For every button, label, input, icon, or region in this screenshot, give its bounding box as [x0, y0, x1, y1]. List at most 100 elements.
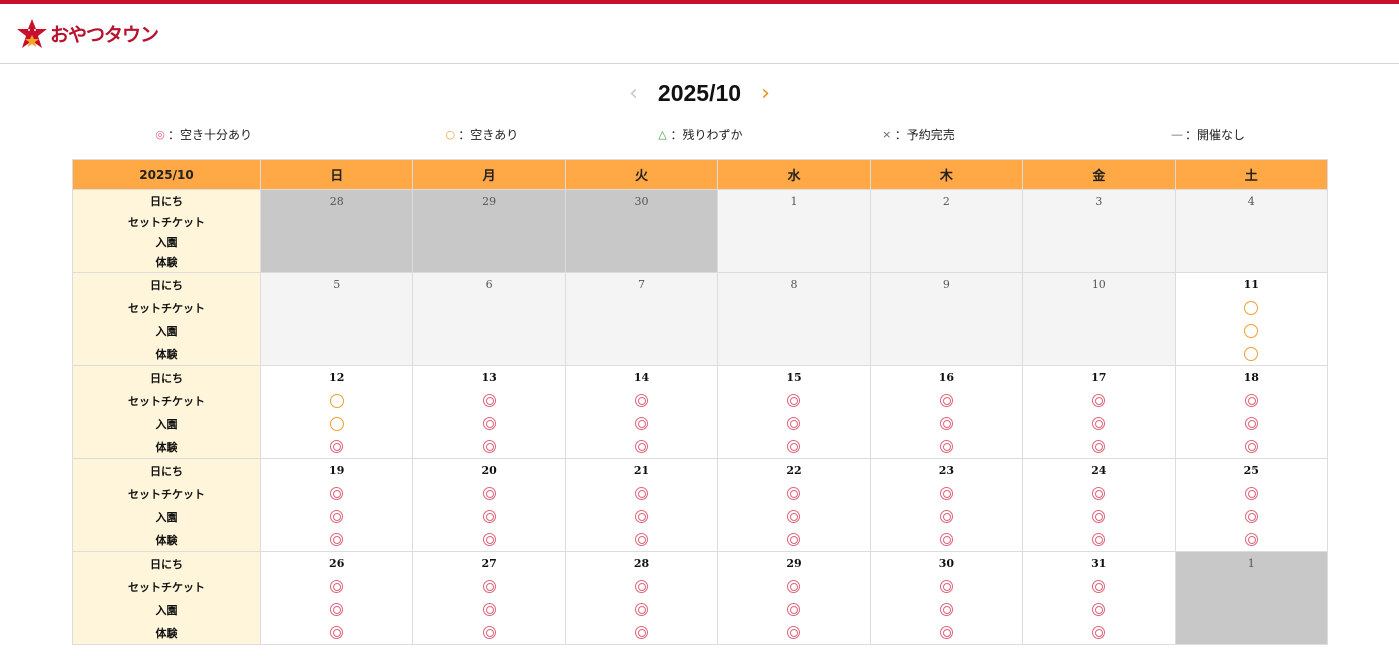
double-circle-icon[interactable] [482, 533, 496, 546]
double-circle-icon[interactable] [1092, 626, 1106, 639]
availability-slot [718, 296, 869, 319]
double-circle-icon[interactable] [1244, 394, 1258, 407]
day-cell[interactable]: 21 [564, 458, 719, 552]
day-number: 1 [790, 194, 798, 208]
double-circle-icon[interactable] [787, 510, 801, 523]
double-circle-icon[interactable] [330, 487, 344, 500]
double-circle-icon[interactable] [1244, 440, 1258, 453]
day-cell[interactable]: 23 [869, 458, 1024, 552]
double-circle-icon[interactable] [330, 603, 344, 616]
double-circle-icon[interactable] [787, 603, 801, 616]
double-circle-icon[interactable] [787, 626, 801, 639]
double-circle-icon[interactable] [939, 487, 953, 500]
day-cell[interactable]: 22 [717, 458, 871, 552]
day-cell[interactable]: 26 [259, 551, 414, 645]
double-circle-icon[interactable] [1092, 533, 1106, 546]
site-header: おやつタウン [0, 4, 1399, 64]
double-circle-icon[interactable] [1244, 533, 1258, 546]
double-circle-icon[interactable] [787, 417, 801, 430]
availability-slot [413, 505, 564, 528]
availability-slot [871, 621, 1022, 644]
day-cell: 8 [717, 272, 871, 366]
double-circle-icon[interactable] [635, 510, 649, 523]
double-circle-icon[interactable] [1092, 394, 1106, 407]
double-circle-icon[interactable] [330, 580, 344, 593]
day-cell[interactable]: 31 [1022, 551, 1176, 645]
double-circle-icon[interactable] [1244, 510, 1258, 523]
day-cell[interactable]: 14 [564, 365, 719, 459]
double-circle-icon[interactable] [482, 626, 496, 639]
double-circle-icon[interactable] [939, 533, 953, 546]
double-circle-icon[interactable] [635, 626, 649, 639]
double-circle-icon[interactable] [482, 580, 496, 593]
double-circle-icon[interactable] [787, 580, 801, 593]
day-cell[interactable]: 28 [564, 551, 719, 645]
day-cell[interactable]: 24 [1022, 458, 1176, 552]
day-cell[interactable]: 16 [869, 365, 1024, 459]
day-cell[interactable]: 27 [412, 551, 566, 645]
circle-icon[interactable] [329, 416, 344, 431]
logo[interactable]: おやつタウン [16, 18, 159, 50]
double-circle-icon[interactable] [939, 580, 953, 593]
double-circle-icon[interactable] [787, 533, 801, 546]
circle-icon[interactable] [329, 393, 344, 408]
double-circle-icon[interactable] [939, 510, 953, 523]
double-circle-icon[interactable] [1244, 417, 1258, 430]
double-circle-icon[interactable] [635, 580, 649, 593]
double-circle-icon[interactable] [787, 394, 801, 407]
double-circle-icon[interactable] [787, 440, 801, 453]
day-cell[interactable]: 11 [1174, 272, 1329, 366]
double-circle-icon[interactable] [482, 417, 496, 430]
double-circle-icon[interactable] [482, 487, 496, 500]
double-circle-icon[interactable] [939, 603, 953, 616]
row-label: セットチケット [128, 580, 205, 594]
double-circle-icon[interactable] [330, 626, 344, 639]
double-circle-icon[interactable] [635, 603, 649, 616]
day-number: 28 [633, 557, 650, 570]
double-circle-icon[interactable] [635, 533, 649, 546]
day-number: 11 [1243, 278, 1259, 291]
day-cell[interactable]: 25 [1174, 458, 1329, 552]
day-cell[interactable]: 12 [259, 365, 414, 459]
day-cell[interactable]: 19 [259, 458, 414, 552]
day-cell[interactable]: 13 [412, 365, 566, 459]
double-circle-icon[interactable] [635, 440, 649, 453]
circle-icon[interactable] [1244, 323, 1259, 338]
double-circle-icon[interactable] [635, 394, 649, 407]
day-cell[interactable]: 17 [1022, 365, 1176, 459]
double-circle-icon[interactable] [635, 487, 649, 500]
double-circle-icon[interactable] [1092, 603, 1106, 616]
double-circle-icon[interactable] [482, 440, 496, 453]
double-circle-icon[interactable] [330, 533, 344, 546]
double-circle-icon[interactable] [939, 440, 953, 453]
weekday-header: 土 [1174, 159, 1329, 190]
double-circle-icon[interactable] [330, 510, 344, 523]
double-circle-icon[interactable] [1092, 580, 1106, 593]
day-cell[interactable]: 15 [717, 365, 871, 459]
availability-slot [1023, 505, 1174, 528]
double-circle-icon[interactable] [939, 417, 953, 430]
double-circle-icon[interactable] [939, 394, 953, 407]
chevron-left-icon[interactable]: ‹ [629, 80, 638, 106]
double-circle-icon[interactable] [1092, 440, 1106, 453]
double-circle-icon[interactable] [939, 626, 953, 639]
double-circle-icon[interactable] [1092, 487, 1106, 500]
chevron-right-icon[interactable]: › [761, 80, 770, 106]
double-circle-icon[interactable] [482, 510, 496, 523]
day-cell[interactable]: 30 [869, 551, 1024, 645]
double-circle-icon[interactable] [482, 603, 496, 616]
circle-icon[interactable] [1244, 346, 1259, 361]
double-circle-icon[interactable] [787, 487, 801, 500]
double-circle-icon[interactable] [1244, 487, 1258, 500]
legend-text: ：開催なし [1185, 128, 1246, 142]
double-circle-icon[interactable] [635, 417, 649, 430]
day-cell[interactable]: 29 [717, 551, 871, 645]
day-cell[interactable]: 18 [1174, 365, 1329, 459]
double-circle-icon[interactable] [1092, 417, 1106, 430]
double-circle-icon[interactable] [330, 440, 344, 453]
day-cell[interactable]: 20 [412, 458, 566, 552]
double-circle-icon[interactable] [1092, 510, 1106, 523]
day-number: 29 [786, 557, 802, 570]
circle-icon[interactable] [1244, 300, 1259, 315]
double-circle-icon[interactable] [482, 394, 496, 407]
